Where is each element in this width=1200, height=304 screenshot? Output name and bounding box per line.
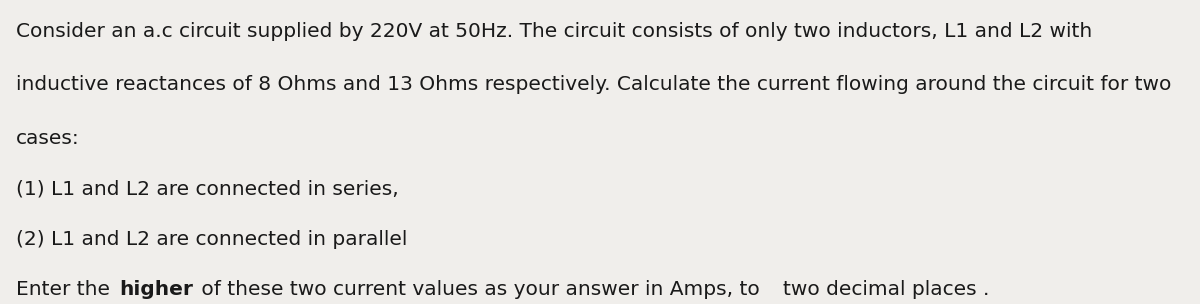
Text: Consider an a.c circuit supplied by 220V at 50Hz. The circuit consists of only t: Consider an a.c circuit supplied by 220V… (16, 22, 1092, 41)
Text: cases:: cases: (16, 129, 79, 148)
Text: Enter the: Enter the (16, 280, 116, 299)
Text: higher: higher (119, 280, 193, 299)
Text: of these two current values as your answer in Amps, to: of these two current values as your answ… (196, 280, 767, 299)
Text: inductive reactances of 8 Ohms and 13 Ohms respectively. Calculate the current f: inductive reactances of 8 Ohms and 13 Oh… (16, 75, 1171, 95)
Text: (2) L1 and L2 are connected in parallel: (2) L1 and L2 are connected in parallel (16, 230, 407, 248)
Text: two decimal places: two decimal places (784, 280, 977, 299)
Text: (1) L1 and L2 are connected in series,: (1) L1 and L2 are connected in series, (16, 179, 398, 198)
Text: .: . (983, 280, 989, 299)
